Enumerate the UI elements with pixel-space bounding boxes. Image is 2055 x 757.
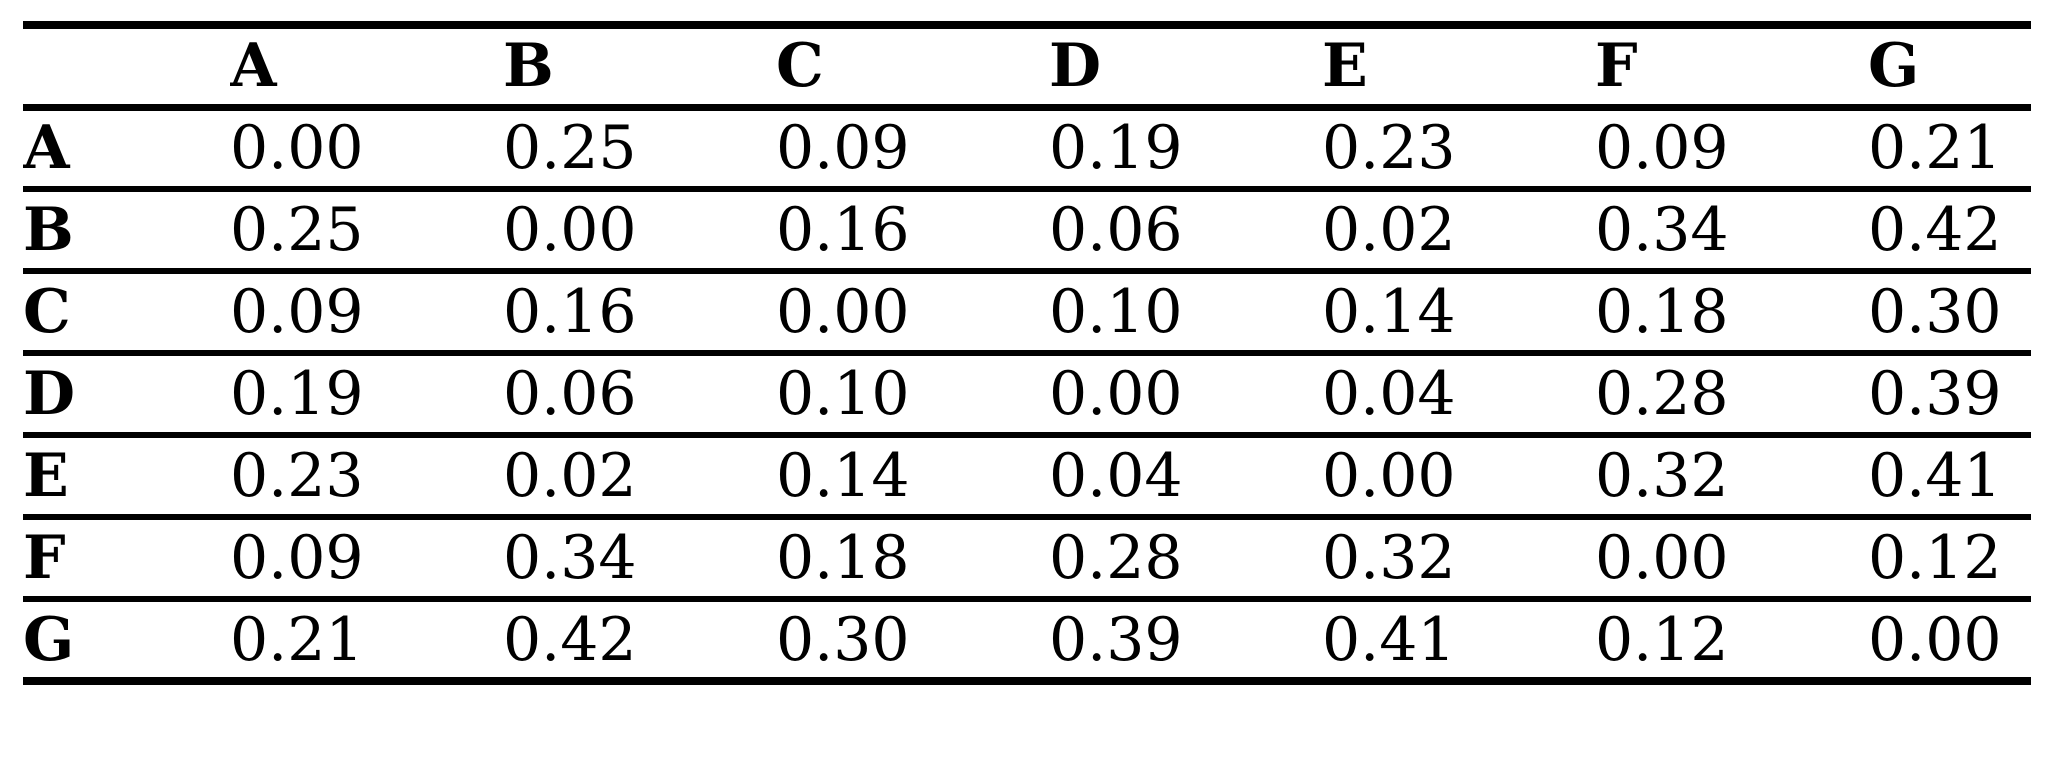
table-row: E 0.23 0.02 0.14 0.04 0.00 0.32 0.41 bbox=[23, 435, 2031, 517]
matrix-cell: 0.02 bbox=[1322, 195, 1456, 265]
column-header: F bbox=[1595, 25, 1868, 111]
matrix-cell: 0.39 bbox=[1868, 359, 2002, 429]
matrix-cell: 0.00 bbox=[230, 113, 364, 184]
corner-cell bbox=[23, 25, 230, 111]
column-header: E bbox=[1322, 25, 1595, 111]
matrix-cell: 0.18 bbox=[1595, 277, 1729, 347]
matrix-cell: 0.19 bbox=[230, 359, 364, 429]
row-label: D bbox=[23, 359, 76, 429]
matrix-cell: 0.14 bbox=[776, 441, 910, 511]
matrix-cell: 0.09 bbox=[230, 277, 364, 347]
matrix-cell: 0.09 bbox=[230, 523, 364, 593]
matrix-cell: 0.02 bbox=[503, 441, 637, 511]
matrix-cell: 0.04 bbox=[1322, 359, 1456, 429]
matrix-cell: 0.00 bbox=[503, 195, 637, 265]
table-row: F 0.09 0.34 0.18 0.28 0.32 0.00 0.12 bbox=[23, 517, 2031, 599]
matrix-cell: 0.41 bbox=[1322, 604, 1456, 675]
matrix-cell: 0.10 bbox=[1049, 277, 1183, 347]
matrix-cell: 0.23 bbox=[1322, 113, 1456, 184]
matrix-cell: 0.39 bbox=[1049, 604, 1183, 675]
matrix-cell: 0.14 bbox=[1322, 277, 1456, 347]
matrix-cell: 0.42 bbox=[1868, 195, 2002, 265]
matrix-cell: 0.09 bbox=[1595, 113, 1729, 184]
matrix-cell: 0.25 bbox=[230, 195, 364, 265]
row-label: G bbox=[23, 604, 75, 675]
matrix-cell: 0.12 bbox=[1595, 604, 1729, 675]
matrix-cell: 0.34 bbox=[1595, 195, 1729, 265]
column-header: D bbox=[1049, 25, 1322, 111]
matrix-cell: 0.10 bbox=[776, 359, 910, 429]
matrix-cell: 0.28 bbox=[1595, 359, 1729, 429]
table-row: B 0.25 0.00 0.16 0.06 0.02 0.34 0.42 bbox=[23, 189, 2031, 271]
matrix-body: A 0.00 0.25 0.09 0.19 0.23 0.09 0.21 B 0.25 0.00 0.… bbox=[23, 107, 2031, 681]
matrix-cell: 0.06 bbox=[503, 359, 637, 429]
table-row: G 0.21 0.42 0.30 0.39 0.41 0.12 0.00 bbox=[23, 599, 2031, 681]
matrix-cell: 0.00 bbox=[1868, 604, 2002, 675]
matrix-cell: 0.16 bbox=[776, 195, 910, 265]
matrix-cell: 0.12 bbox=[1868, 523, 2002, 593]
matrix-cell: 0.19 bbox=[1049, 113, 1183, 184]
matrix-cell: 0.30 bbox=[1868, 277, 2002, 347]
matrix-cell: 0.00 bbox=[1322, 441, 1456, 511]
matrix-cell: 0.16 bbox=[503, 277, 637, 347]
row-label: C bbox=[23, 277, 71, 347]
row-label: A bbox=[23, 113, 70, 184]
matrix-cell: 0.32 bbox=[1595, 441, 1729, 511]
matrix-cell: 0.18 bbox=[776, 523, 910, 593]
matrix-cell: 0.32 bbox=[1322, 523, 1456, 593]
matrix-cell: 0.42 bbox=[503, 604, 637, 675]
matrix-cell: 0.04 bbox=[1049, 441, 1183, 511]
column-header: G bbox=[1868, 25, 2031, 111]
matrix-cell: 0.21 bbox=[230, 604, 364, 675]
table-row: C 0.09 0.16 0.00 0.10 0.14 0.18 0.30 bbox=[23, 271, 2031, 353]
table-row: D 0.19 0.06 0.10 0.00 0.04 0.28 0.39 bbox=[23, 353, 2031, 435]
matrix-cell: 0.25 bbox=[503, 113, 637, 184]
matrix-cell: 0.00 bbox=[1595, 523, 1729, 593]
table-row: A 0.00 0.25 0.09 0.19 0.23 0.09 0.21 bbox=[23, 107, 2031, 189]
matrix-cell: 0.34 bbox=[503, 523, 637, 593]
matrix-cell: 0.30 bbox=[776, 604, 910, 675]
matrix-cell: 0.23 bbox=[230, 441, 364, 511]
matrix-cell: 0.09 bbox=[776, 113, 910, 184]
column-header: C bbox=[776, 25, 1049, 111]
row-label: B bbox=[23, 195, 74, 265]
matrix-cell: 0.00 bbox=[776, 277, 910, 347]
column-header: A bbox=[230, 25, 503, 111]
matrix-cell: 0.21 bbox=[1868, 113, 2002, 184]
column-header: B bbox=[503, 25, 776, 111]
matrix-cell: 0.28 bbox=[1049, 523, 1183, 593]
row-label: F bbox=[23, 523, 66, 593]
matrix-cell: 0.06 bbox=[1049, 195, 1183, 265]
matrix-cell: 0.41 bbox=[1868, 441, 2002, 511]
matrix-cell: 0.00 bbox=[1049, 359, 1183, 429]
row-label: E bbox=[23, 441, 69, 511]
